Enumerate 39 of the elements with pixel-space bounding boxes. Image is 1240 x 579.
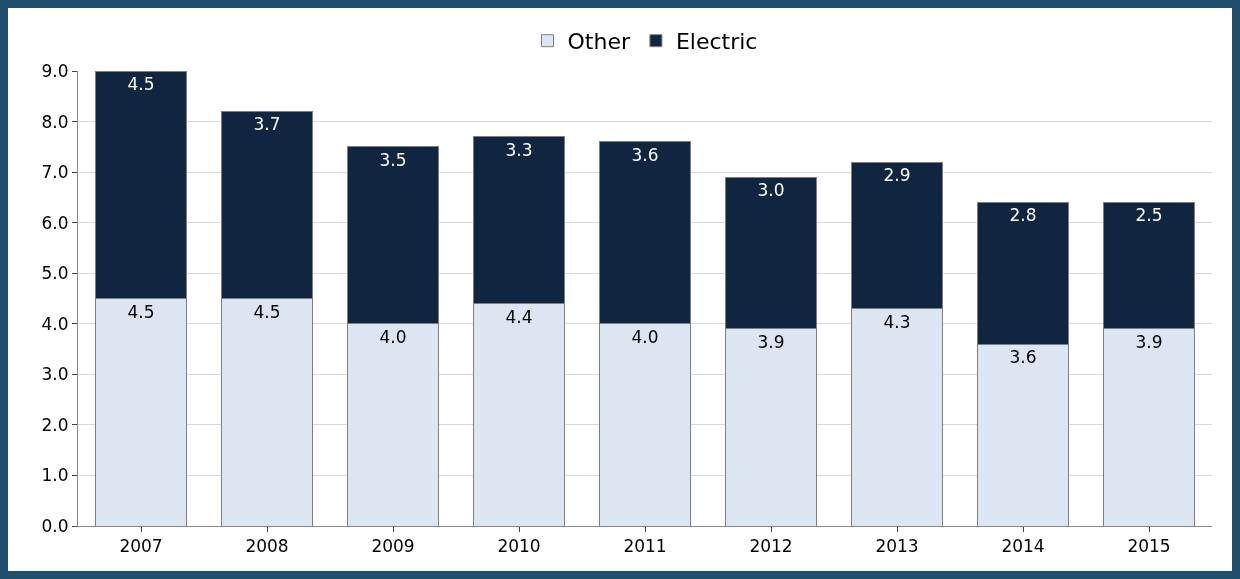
x-tick-label: 2014: [1001, 536, 1045, 557]
y-tick-label: 1.0: [41, 465, 69, 486]
data-label: 4.4: [505, 306, 533, 327]
x-tick-label: 2008: [245, 536, 289, 557]
data-label: 4.5: [127, 301, 155, 322]
data-label: 2.9: [883, 165, 911, 185]
y-tick-label: 2.0: [41, 414, 69, 435]
data-label: 3.9: [1135, 331, 1163, 352]
x-tick-label: 2015: [1127, 536, 1171, 557]
legend-label: Other: [567, 29, 631, 55]
data-label: 3.3: [505, 139, 533, 160]
y-tick-label: 3.0: [41, 364, 69, 385]
y-tick-label: 0.0: [41, 515, 69, 536]
y-tick-label: 9.0: [41, 60, 69, 81]
data-label: 4.0: [379, 326, 407, 347]
x-tick-label: 2007: [119, 536, 163, 557]
data-label: 2.8: [1009, 205, 1037, 226]
x-tick-label: 2012: [749, 536, 793, 557]
y-tick-label: 4.0: [41, 313, 69, 334]
y-tick-label: 7.0: [41, 162, 69, 183]
data-label: 3.9: [757, 331, 785, 352]
y-tick-label: 8.0: [41, 111, 69, 132]
x-tick-label: 2009: [371, 536, 415, 557]
data-label: 3.0: [757, 180, 785, 201]
y-tick-label: 5.0: [41, 263, 69, 284]
legend-label: Electric: [675, 29, 758, 55]
x-tick-label: 2013: [875, 536, 919, 557]
data-label: 4.5: [127, 74, 155, 94]
data-label: 3.6: [1009, 347, 1037, 367]
data-label: 4.0: [631, 326, 659, 347]
data-label: 3.5: [379, 149, 407, 170]
x-tick-label: 2011: [623, 536, 667, 557]
data-label: 3.6: [631, 144, 659, 165]
data-label: 4.5: [253, 301, 281, 322]
data-label: 4.3: [883, 311, 911, 332]
x-tick-label: 2010: [497, 536, 541, 557]
y-tick-label: 6.0: [41, 212, 69, 233]
data-label: 3.7: [253, 114, 281, 135]
data-label: 2.5: [1135, 205, 1163, 226]
